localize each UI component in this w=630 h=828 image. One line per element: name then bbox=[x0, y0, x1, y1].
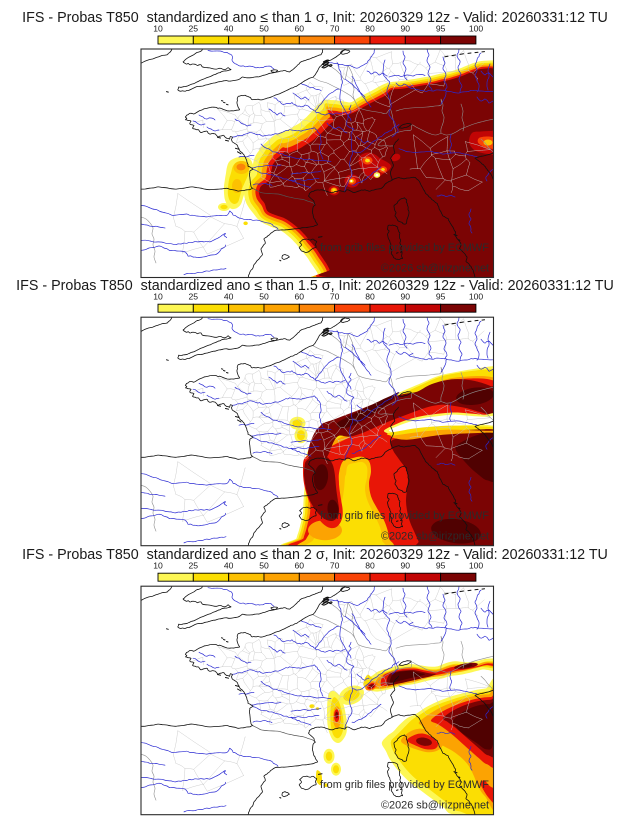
svg-text:from grib files provided by EC: from grib files provided by ECMWF bbox=[320, 779, 489, 791]
svg-text:25: 25 bbox=[189, 561, 199, 571]
svg-text:40: 40 bbox=[224, 292, 234, 302]
svg-text:50: 50 bbox=[259, 292, 269, 302]
svg-text:95: 95 bbox=[436, 292, 446, 302]
svg-text:100: 100 bbox=[469, 24, 484, 34]
svg-text:25: 25 bbox=[189, 24, 199, 34]
svg-text:©2026 sb@irizpne.net: ©2026 sb@irizpne.net bbox=[381, 800, 489, 812]
svg-text:from grib files provided by EC: from grib files provided by ECMWF bbox=[320, 510, 489, 522]
svg-text:from grib files provided by EC: from grib files provided by ECMWF bbox=[320, 242, 489, 254]
svg-text:90: 90 bbox=[401, 561, 411, 571]
svg-text:50: 50 bbox=[259, 24, 269, 34]
svg-text:80: 80 bbox=[365, 292, 375, 302]
svg-text:95: 95 bbox=[436, 561, 446, 571]
svg-text:60: 60 bbox=[295, 292, 305, 302]
svg-text:10: 10 bbox=[153, 24, 163, 34]
svg-text:70: 70 bbox=[330, 24, 340, 34]
svg-text:40: 40 bbox=[224, 24, 234, 34]
svg-text:25: 25 bbox=[189, 292, 199, 302]
svg-text:70: 70 bbox=[330, 561, 340, 571]
svg-text:60: 60 bbox=[295, 561, 305, 571]
svg-text:100: 100 bbox=[469, 561, 484, 571]
svg-text:95: 95 bbox=[436, 24, 446, 34]
svg-text:©2026 sb@irizpne.net: ©2026 sb@irizpne.net bbox=[381, 263, 489, 275]
svg-text:70: 70 bbox=[330, 292, 340, 302]
svg-text:10: 10 bbox=[153, 561, 163, 571]
svg-text:100: 100 bbox=[469, 292, 484, 302]
svg-text:80: 80 bbox=[365, 561, 375, 571]
svg-text:80: 80 bbox=[365, 24, 375, 34]
svg-text:90: 90 bbox=[401, 292, 411, 302]
svg-text:50: 50 bbox=[259, 561, 269, 571]
svg-text:60: 60 bbox=[295, 24, 305, 34]
svg-text:40: 40 bbox=[224, 561, 234, 571]
svg-text:©2026 sb@irizpne.net: ©2026 sb@irizpne.net bbox=[381, 531, 489, 543]
svg-text:90: 90 bbox=[401, 24, 411, 34]
svg-text:10: 10 bbox=[153, 292, 163, 302]
